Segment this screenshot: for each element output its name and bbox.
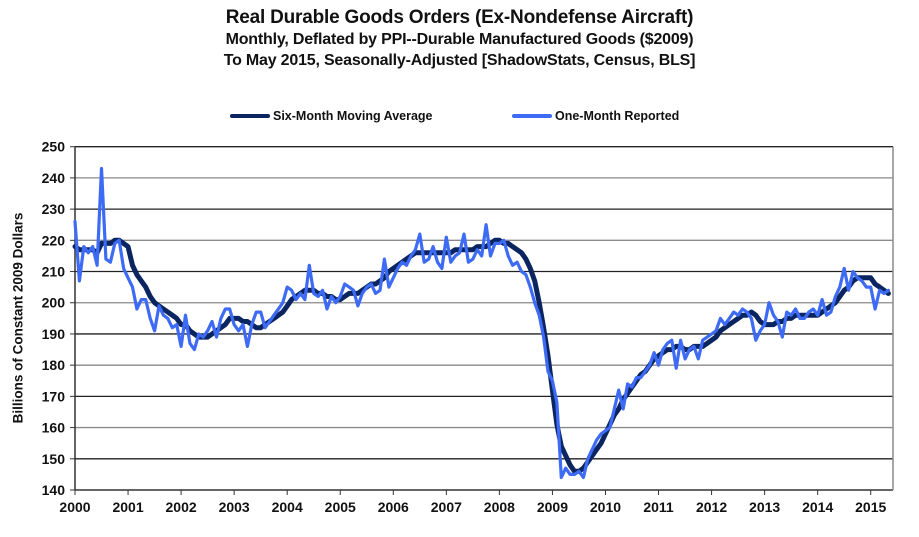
legend: Six-Month Moving Average One-Month Repor… — [0, 106, 919, 126]
x-tick-label: 2014 — [802, 499, 833, 515]
x-tick-label: 2006 — [378, 499, 409, 515]
y-tick-labels: 140 150 160 170 180 190 200 210 220 230 240 250 — [42, 139, 66, 498]
y-tick-label: 210 — [42, 264, 66, 280]
y-tick-label: 160 — [42, 420, 66, 436]
chart-subtitle-1: Monthly, Deflated by PPI--Durable Manufa… — [225, 31, 694, 48]
legend-item-six-month: Six-Month Moving Average — [230, 106, 433, 126]
series-line-six-month-moving-average — [72, 237, 891, 474]
y-tick-label: 180 — [42, 357, 66, 373]
y-tick-label: 250 — [42, 139, 66, 155]
chart-title-block: Real Durable Goods Orders (Ex-Nondefense… — [0, 6, 919, 71]
x-tick-label: 2011 — [643, 499, 674, 515]
legend-label-six-month: Six-Month Moving Average — [273, 109, 433, 123]
x-tick-label: 2000 — [59, 499, 90, 515]
y-tick-label: 240 — [42, 170, 66, 186]
x-tick-label: 2009 — [537, 499, 568, 515]
y-tick-label: 190 — [42, 326, 66, 342]
legend-swatch-six-month — [230, 114, 270, 118]
x-tick-label: 2013 — [749, 499, 780, 515]
legend-swatch-one-month — [512, 114, 552, 118]
chart-subtitle-2: To May 2015, Seasonally-Adjusted [Shadow… — [223, 52, 696, 69]
x-tick-label: 2012 — [696, 499, 727, 515]
y-tick-label: 200 — [42, 295, 66, 311]
y-tick-label: 230 — [42, 201, 66, 217]
y-tick-label: 150 — [42, 451, 66, 467]
x-tick-label: 2002 — [166, 499, 197, 515]
x-tick-label: 2015 — [855, 499, 886, 515]
x-tick-label: 2001 — [112, 499, 143, 515]
chart-title: Real Durable Goods Orders (Ex-Nondefense… — [225, 7, 694, 28]
x-tick-labels: 2000 2001 2002 2003 2004 2005 2006 2007 2008 2009… — [59, 499, 886, 515]
legend-label-one-month: One-Month Reported — [555, 109, 680, 123]
x-tick-label: 2005 — [325, 499, 356, 515]
x-tick-label: 2010 — [590, 499, 621, 515]
y-tick-label: 170 — [42, 388, 66, 404]
y-tick-label: 220 — [42, 232, 66, 248]
series-line-one-month-reported — [73, 166, 891, 480]
x-tick-label: 2003 — [219, 499, 250, 515]
x-tick-label: 2008 — [484, 499, 515, 515]
x-tick-label: 2004 — [272, 499, 303, 515]
series-lines — [72, 166, 891, 480]
legend-item-one-month: One-Month Reported — [512, 106, 679, 126]
axes — [70, 146, 894, 495]
x-tick-label: 2007 — [431, 499, 462, 515]
y-tick-label: 140 — [42, 482, 66, 498]
